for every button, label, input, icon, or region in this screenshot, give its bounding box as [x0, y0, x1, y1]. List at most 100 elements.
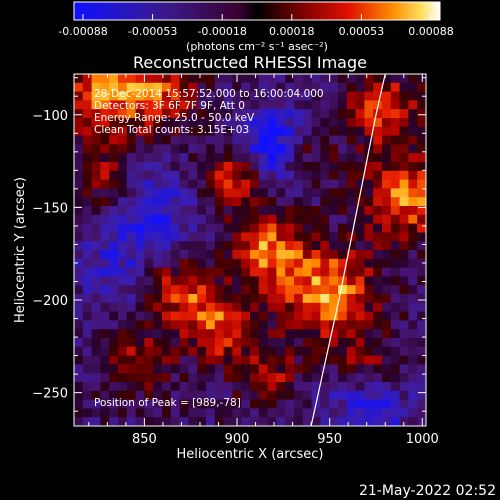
heatmap-cell — [162, 197, 172, 207]
heatmap-cell — [214, 390, 224, 400]
heatmap-cell — [302, 126, 312, 136]
heatmap-cell — [232, 241, 242, 251]
heatmap-cell — [82, 135, 92, 145]
heatmap-cell — [126, 382, 136, 392]
heatmap-cell — [100, 390, 110, 400]
heatmap-cell — [311, 206, 321, 216]
heatmap-cell — [197, 241, 207, 251]
heatmap-cell — [82, 390, 92, 400]
heatmap-cell — [170, 294, 180, 304]
heatmap-cell — [382, 302, 392, 312]
heatmap-cell — [100, 329, 110, 339]
heatmap-cell — [329, 109, 339, 119]
heatmap-cell — [232, 223, 242, 233]
heatmap-cell — [232, 390, 242, 400]
heatmap-cell — [311, 118, 321, 128]
heatmap-cell — [382, 276, 392, 286]
heatmap-cell — [267, 338, 277, 348]
heatmap-cell — [91, 162, 101, 172]
heatmap-cell — [118, 100, 128, 110]
heatmap-cell — [197, 267, 207, 277]
heatmap-cell — [390, 241, 400, 251]
heatmap-cell — [285, 214, 295, 224]
heatmap-cell — [126, 346, 136, 356]
heatmap-cell — [232, 197, 242, 207]
heatmap-cell — [276, 355, 286, 365]
heatmap-cell — [188, 100, 198, 110]
heatmap-cell — [250, 338, 260, 348]
heatmap-cell — [285, 390, 295, 400]
heatmap-cell — [91, 170, 101, 180]
heatmap-cell — [417, 126, 426, 136]
heatmap-cell — [267, 232, 277, 242]
heatmap-cell — [329, 170, 339, 180]
heatmap-cell — [276, 338, 286, 348]
heatmap-cell — [311, 355, 321, 365]
heatmap-cell — [109, 294, 119, 304]
heatmap-cell — [241, 206, 251, 216]
heatmap-cell — [417, 82, 426, 92]
heatmap-cell — [91, 364, 101, 374]
heatmap-cell — [355, 179, 365, 189]
heatmap-cell — [153, 250, 163, 260]
heatmap-cell — [373, 408, 383, 418]
heatmap-cell — [197, 109, 207, 119]
heatmap-cell — [118, 346, 128, 356]
heatmap-cell — [197, 399, 207, 409]
heatmap-cell — [355, 373, 365, 383]
heatmap-cell — [118, 197, 128, 207]
heatmap-cell — [329, 408, 339, 418]
heatmap-cell — [241, 100, 251, 110]
heatmap-cell — [144, 206, 154, 216]
heatmap-cell — [188, 206, 198, 216]
heatmap-cell — [258, 267, 268, 277]
heatmap-cell — [118, 285, 128, 295]
heatmap-cell — [118, 355, 128, 365]
heatmap-cell — [91, 206, 101, 216]
heatmap-cell — [179, 241, 189, 251]
heatmap-cell — [250, 241, 260, 251]
heatmap-cell — [346, 338, 356, 348]
heatmap-cell — [126, 399, 136, 409]
heatmap-cell — [258, 302, 268, 312]
heatmap-cell — [179, 214, 189, 224]
heatmap-cell — [250, 320, 260, 330]
heatmap-cell — [276, 364, 286, 374]
y-tick-label: −250 — [32, 387, 68, 402]
heatmap-cell — [382, 232, 392, 242]
heatmap-cell — [355, 126, 365, 136]
heatmap-cell — [100, 162, 110, 172]
heatmap-cell — [338, 267, 348, 277]
heatmap-cell — [144, 382, 154, 392]
heatmap-cell — [276, 82, 286, 92]
heatmap-cell — [382, 267, 392, 277]
heatmap-cell — [373, 373, 383, 383]
heatmap-cell — [144, 118, 154, 128]
heatmap-cell — [82, 346, 92, 356]
heatmap-cell — [144, 329, 154, 339]
heatmap-cell — [153, 320, 163, 330]
heatmap-cell — [118, 170, 128, 180]
heatmap-cell — [153, 399, 163, 409]
heatmap-cell — [74, 320, 84, 330]
heatmap-cell — [311, 197, 321, 207]
heatmap-cell — [162, 373, 172, 383]
heatmap-cell — [126, 285, 136, 295]
heatmap-cell — [162, 364, 172, 374]
heatmap-cell — [285, 91, 295, 101]
heatmap-cell — [153, 91, 163, 101]
heatmap-cell — [250, 144, 260, 154]
heatmap-cell — [82, 162, 92, 172]
heatmap-cell — [82, 320, 92, 330]
heatmap-cell — [276, 408, 286, 418]
heatmap-cell — [390, 144, 400, 154]
heatmap-cell — [241, 364, 251, 374]
heatmap-cell — [170, 250, 180, 260]
heatmap-cell — [100, 311, 110, 321]
heatmap-cell — [74, 329, 84, 339]
heatmap-cell — [399, 258, 409, 268]
heatmap-cell — [250, 258, 260, 268]
heatmap-cell — [197, 355, 207, 365]
heatmap-cell — [276, 346, 286, 356]
heatmap-cell — [197, 179, 207, 189]
